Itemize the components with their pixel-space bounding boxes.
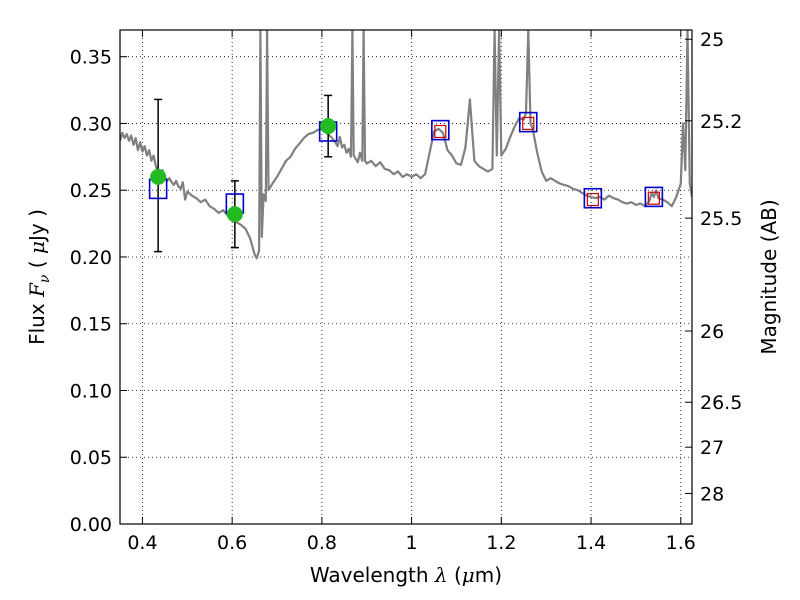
right-tick-label: 25.5	[700, 208, 742, 230]
right-axis-title: Magnitude (AB)	[757, 199, 781, 354]
model-band-square	[583, 187, 603, 209]
right-tick-label: 25	[700, 29, 724, 51]
red-band-square	[434, 124, 447, 139]
x-axis-ticks: 0.4 0.6 0.8 1 1.2 1.4 1.6	[127, 30, 696, 554]
right-tick-label: 26	[700, 321, 724, 343]
x-tick-label: 1.4	[576, 532, 606, 554]
y-axis-ticks: 0.00 0.05 0.10 0.15 0.20 0.25 0.30 0.35	[70, 47, 127, 536]
x-tick-label: 0.6	[217, 532, 247, 554]
y-axis-title: Flux Fν ( μJy )	[25, 209, 53, 345]
red-band-markers	[434, 116, 660, 207]
red-band-square	[586, 192, 599, 207]
observed-flux-markers	[150, 118, 337, 223]
model-band-markers	[148, 111, 664, 214]
x-tick-label: 1.2	[486, 532, 516, 554]
x-tick-label: 0.4	[127, 532, 157, 554]
y-tick-label: 0.05	[70, 447, 112, 469]
model-band-square	[518, 111, 538, 133]
y-tick-label: 0.15	[70, 314, 112, 336]
x-tick-label: 1.6	[666, 532, 696, 554]
x-tick-label: 0.8	[307, 532, 337, 554]
right-axis-ticks: 25 25.2 25.5 26 26.5 27 28	[685, 29, 742, 505]
y-tick-label: 0.00	[70, 514, 112, 536]
observed-flux-point	[226, 206, 243, 223]
model-spectrum-line	[120, 30, 692, 260]
right-tick-label: 27	[700, 437, 724, 459]
model-band-square	[431, 119, 450, 141]
model-band-square	[644, 186, 664, 208]
right-tick-label: 25.2	[700, 111, 742, 133]
y-tick-label: 0.10	[70, 380, 112, 402]
y-tick-label: 0.35	[70, 47, 112, 69]
plot-frame	[119, 29, 693, 525]
x-axis-title: Wavelength λ (μm)	[310, 563, 502, 587]
right-tick-label: 26.5	[700, 392, 742, 414]
x-tick-label: 1	[406, 532, 418, 554]
red-band-square	[522, 116, 535, 131]
observed-flux-point	[150, 168, 167, 185]
y-tick-label: 0.30	[70, 113, 112, 135]
y-tick-label: 0.25	[70, 180, 112, 202]
right-tick-label: 28	[700, 483, 724, 505]
y-tick-label: 0.20	[70, 247, 112, 269]
grid-lines	[120, 30, 692, 525]
observed-flux-point	[320, 118, 337, 135]
error-bars	[154, 94, 333, 253]
red-band-square	[647, 191, 660, 205]
